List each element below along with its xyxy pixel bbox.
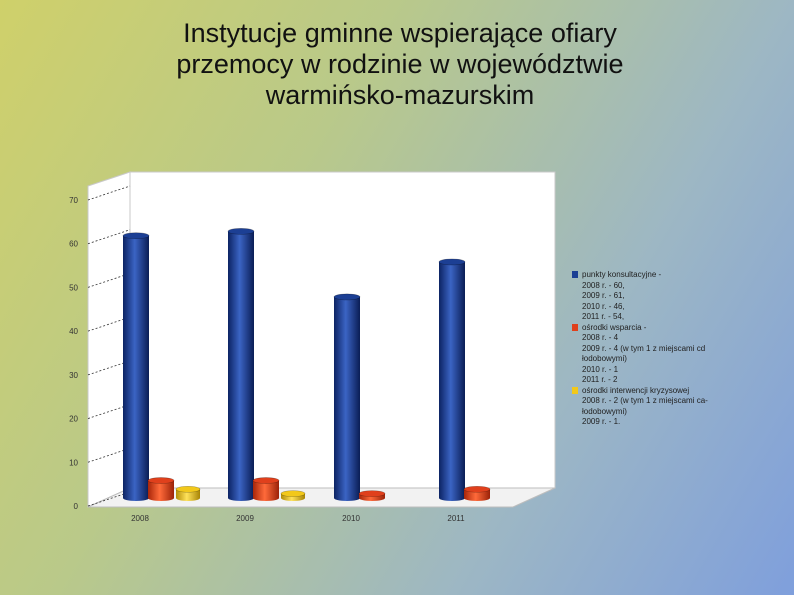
bar (147, 477, 175, 501)
bar (333, 293, 361, 501)
title-line-2: przemocy w rodzinie w województwie (176, 49, 624, 79)
x-tick-label: 2009 (236, 514, 254, 523)
y-tick-label: 50 (69, 283, 78, 292)
legend-text: 2011 r. - 54, (582, 312, 625, 321)
x-tick-label: 2010 (342, 514, 360, 523)
bar (252, 477, 280, 501)
x-tick-label: 2008 (131, 514, 149, 523)
legend-text: 2008 r. - 4 (582, 333, 619, 342)
legend-text: ośrodki wsparcia - (582, 322, 647, 332)
legend-text: łodobowymi) (582, 354, 627, 363)
legend-text: 2010 r. - 46, (582, 301, 625, 311)
bar (175, 485, 201, 501)
legend-text: 2009 r. - 4 (w tym 1 z miejscami cd (582, 343, 706, 353)
legend-text: 2011 r. - 2 (582, 375, 618, 384)
y-tick-label: 30 (69, 371, 78, 380)
x-tick-label: 2011 (447, 514, 465, 523)
legend-entry: punkty konsultacyjne -2008 r. - 60, 2009 … (572, 270, 742, 323)
legend-swatch (572, 323, 578, 331)
legend-text: 2008 r. - 60, (582, 280, 625, 290)
legend-swatch (572, 386, 578, 394)
legend-text: 2009 r. - 1. (582, 417, 621, 426)
legend-swatch (572, 271, 578, 278)
gridline (87, 185, 131, 201)
bar (280, 490, 306, 501)
y-tick-label: 20 (69, 415, 78, 424)
y-tick-label: 0 (74, 502, 79, 511)
chart-legend: punkty konsultacyjne -2008 r. - 60, 2009 … (572, 270, 742, 428)
y-tick-label: 60 (69, 240, 78, 249)
legend-entry: ośrodki interwencji kryzysowej 2008 r. - … (572, 386, 742, 428)
plot-floor (87, 487, 556, 508)
bar (438, 258, 466, 501)
legend-text: punkty konsultacyjne - (582, 270, 662, 279)
title-line-3: warmińsko-mazurskim (265, 80, 535, 110)
bar (122, 232, 150, 501)
title-line-1: Instytucje gminne wspierające ofiary (183, 18, 617, 48)
bar (227, 228, 255, 501)
y-tick-label: 40 (69, 327, 78, 336)
bar (358, 490, 386, 501)
legend-text: 2008 r. - 2 (w tym 1 z miejscami ca- (582, 396, 708, 405)
legend-text: 2009 r. - 61, (582, 291, 625, 300)
slide-title: Instytucje gminne wspierające ofiary prz… (100, 18, 700, 111)
legend-entry: ośrodki wsparcia -2008 r. - 4 2009 r. - 4… (572, 323, 742, 386)
y-tick-label: 70 (69, 196, 78, 205)
legend-text: 2010 r. - 1 (582, 364, 619, 374)
gridline (87, 229, 131, 245)
legend-text: ośrodki interwencji kryzysowej (582, 385, 690, 395)
y-tick-label: 10 (69, 458, 78, 467)
bar (463, 485, 491, 501)
legend-text: łodobowymi) (582, 406, 627, 416)
